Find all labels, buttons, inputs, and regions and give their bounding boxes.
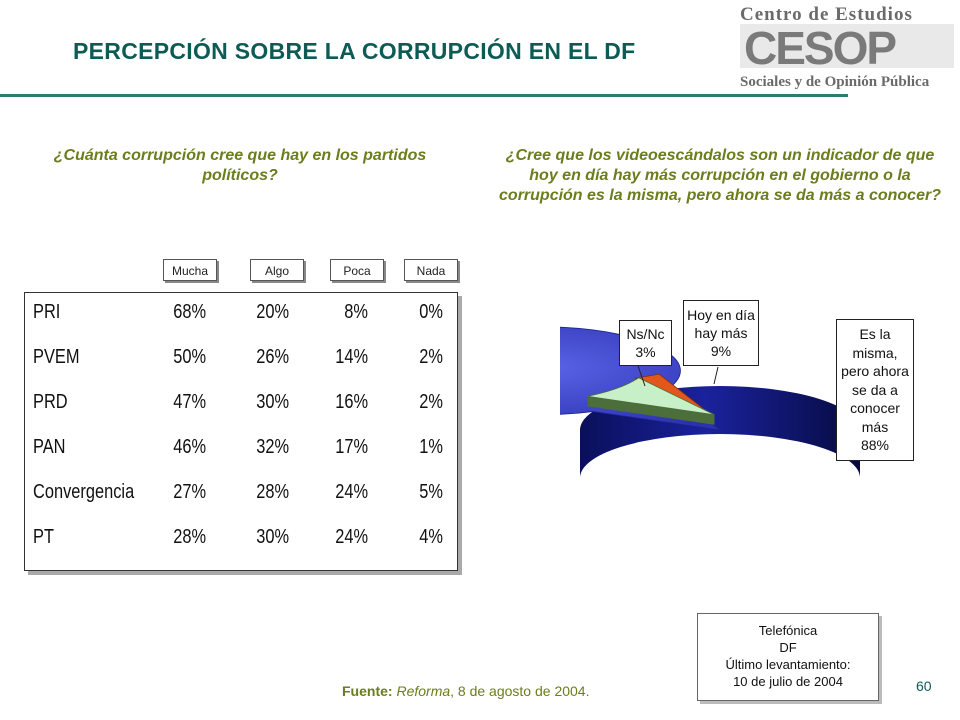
label-misma-pct: 88% <box>860 437 890 453</box>
source-line: Fuente: Reforma, 8 de agosto de 2004. <box>342 683 589 699</box>
page-number: 60 <box>916 678 932 694</box>
label-misma-line1: Es la <box>859 326 891 342</box>
label-misma-line3: pero ahora <box>841 363 909 379</box>
value-cell-poca: 8% <box>344 301 368 323</box>
pie-slice-hoy <box>587 377 715 416</box>
value-cell-nada: 5% <box>419 481 443 503</box>
corruption-table: PRI 68% 20% 8% 0% PVEM 50% 26% 14% 2% PRD 47% 30% 16%… <box>24 292 458 571</box>
value-cell-poca: 24% <box>335 481 368 503</box>
party-label: PAN <box>33 436 66 458</box>
leader-hoy <box>713 366 719 385</box>
value-cell-mucha: 28% <box>173 526 206 548</box>
value-cell-mucha: 47% <box>173 391 206 413</box>
legend-mucha: Mucha <box>163 259 217 281</box>
label-hoy-line1: Hoy en día <box>687 307 755 323</box>
note-label: Último levantamiento: <box>725 657 851 672</box>
logo-line2: Sociales y de Opinión Pública <box>740 74 930 90</box>
legend-algo: Algo <box>250 259 304 281</box>
value-cell-poca: 14% <box>335 346 368 368</box>
value-cell-algo: 30% <box>256 391 289 413</box>
left-question: ¿Cuánta corrupción cree que hay en los p… <box>53 147 427 184</box>
leader-nsnc <box>636 362 646 387</box>
value-cell-mucha: 27% <box>173 481 206 503</box>
label-misma-line6: más <box>861 418 889 435</box>
note-region: DF <box>779 640 797 655</box>
label-hoy-pct: 9% <box>710 343 732 359</box>
label-hoy-line2: hay más <box>694 325 748 341</box>
label-misma-line4: se da a <box>852 381 898 398</box>
note-date: 10 de julio de 2004 <box>733 674 843 689</box>
party-label: PRI <box>33 301 61 323</box>
value-cell-algo: 30% <box>256 526 289 548</box>
value-cell-mucha: 68% <box>173 301 206 323</box>
source-publication: Reforma <box>396 683 451 699</box>
label-misma-line2: misma, <box>852 344 898 361</box>
right-question: ¿Cree que los videoescándalos son un ind… <box>499 147 941 204</box>
legend-nada: Nada <box>404 259 458 281</box>
logo-acronym: CESOP <box>744 22 896 74</box>
value-cell-algo: 32% <box>256 436 289 458</box>
value-cell-algo: 28% <box>256 481 289 503</box>
source-label: Fuente: <box>342 683 393 699</box>
value-cell-nada: 4% <box>419 526 443 548</box>
cesop-logo: Centro de Estudios CESOP Sociales y de O… <box>740 4 954 90</box>
label-nsnc-pct: 3% <box>635 344 656 360</box>
value-cell-nada: 2% <box>419 346 443 368</box>
value-cell-algo: 20% <box>256 301 289 323</box>
party-label: PRD <box>33 391 68 413</box>
survey-note: Telefónica DF Último levantamiento: 10 d… <box>697 613 879 701</box>
label-hoy: Hoy en día hay más 9% <box>683 300 759 366</box>
value-cell-algo: 26% <box>256 346 289 368</box>
legend-poca: Poca <box>330 259 384 281</box>
label-misma: Es la misma, pero ahora se da a conocer … <box>836 319 914 461</box>
note-method: Telefónica <box>758 623 818 638</box>
value-cell-poca: 16% <box>335 391 368 413</box>
value-cell-mucha: 46% <box>173 436 206 458</box>
logo-line1: Centro de Estudios <box>740 4 913 25</box>
value-cell-poca: 17% <box>335 436 368 458</box>
source-date: , 8 de agosto de 2004. <box>450 683 590 699</box>
label-nsnc-text: Ns/Nc <box>626 326 665 342</box>
title-divider <box>0 94 848 97</box>
value-cell-nada: 0% <box>419 301 443 323</box>
label-nsnc: Ns/Nc 3% <box>619 320 672 366</box>
pie-chart <box>560 326 860 478</box>
party-label: PT <box>33 526 54 548</box>
slide-title: PERCEPCIÓN SOBRE LA CORRUPCIÓN EN EL DF <box>73 38 636 64</box>
pie-slice-hoy-wall <box>587 396 715 425</box>
party-label: Convergencia <box>33 481 135 503</box>
value-cell-mucha: 50% <box>173 346 206 368</box>
party-label: PVEM <box>33 346 80 368</box>
label-misma-line5: conocer <box>850 400 900 416</box>
value-cell-nada: 1% <box>419 436 443 458</box>
value-cell-poca: 24% <box>335 526 368 548</box>
value-cell-nada: 2% <box>419 391 443 413</box>
